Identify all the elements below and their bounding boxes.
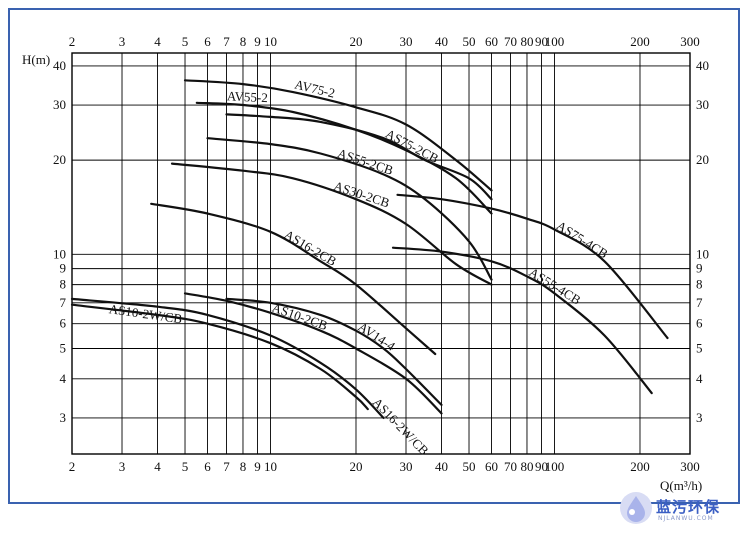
x-tick-label-bottom: 200 [630, 459, 650, 474]
x-tick-label-bottom: 50 [463, 459, 476, 474]
y-tick-label-left: 4 [60, 371, 67, 386]
x-tick-label-top: 2 [69, 34, 76, 49]
series-label: AS30-2CB [332, 178, 392, 211]
y-tick-label-left: 20 [53, 152, 66, 167]
series-label: AS10-2CB [270, 300, 330, 334]
y-tick-label-right: 8 [696, 277, 703, 292]
y-tick-label-right: 10 [696, 246, 709, 261]
x-tick-label-bottom: 60 [485, 459, 498, 474]
x-tick-label-bottom: 20 [349, 459, 362, 474]
x-tick-label-bottom: 10 [264, 459, 277, 474]
curve-as10-2w-cb [70, 303, 369, 411]
x-tick-label-top: 7 [223, 34, 230, 49]
x-tick-label-bottom: 40 [435, 459, 448, 474]
series-label: AS75-4CB [554, 218, 611, 262]
series-label: AS55-4CB [526, 264, 583, 307]
x-tick-label-top: 200 [630, 34, 650, 49]
y-tick-label-left: 9 [60, 261, 67, 276]
series-label: AS16-2W/CB [370, 395, 432, 459]
x-tick-label-top: 3 [119, 34, 126, 49]
x-tick-label-top: 80 [520, 34, 533, 49]
x-tick-label-top: 8 [240, 34, 247, 49]
x-tick-label-bottom: 90 [535, 459, 548, 474]
x-tick-label-bottom: 6 [204, 459, 211, 474]
y-tick-label-right: 30 [696, 97, 709, 112]
y-tick-label-left: 8 [60, 277, 67, 292]
curve-as55-2cb [206, 137, 493, 281]
y-tick-label-left: 7 [60, 295, 67, 310]
y-axis-title: H(m) [22, 52, 51, 67]
y-tick-label-right: 9 [696, 261, 703, 276]
x-tick-label-top: 60 [485, 34, 498, 49]
x-tick-label-top: 90 [535, 34, 548, 49]
chart-frame [8, 8, 740, 504]
y-tick-label-left: 3 [60, 410, 67, 425]
x-tick-label-bottom: 3 [119, 459, 126, 474]
x-tick-label-top: 6 [204, 34, 211, 49]
y-tick-label-left: 6 [60, 316, 67, 331]
y-tick-label-right: 20 [696, 152, 709, 167]
curve-as10-2cb [183, 292, 443, 415]
curve-as55-4cb [391, 246, 653, 395]
series-label: AV55-2 [227, 88, 269, 105]
x-tick-label-top: 5 [182, 34, 189, 49]
x-tick-label-top: 100 [545, 34, 565, 49]
series-label: AS16-2CB [282, 227, 340, 269]
watermark-url: NJLANWU.COM [658, 515, 714, 522]
curve-av14-4 [225, 297, 443, 406]
y-tick-label-right: 7 [696, 295, 703, 310]
x-tick-label-bottom: 70 [504, 459, 517, 474]
x-tick-label-bottom: 8 [240, 459, 247, 474]
x-tick-label-bottom: 300 [680, 459, 700, 474]
y-tick-label-left: 40 [53, 58, 66, 73]
curve-as16-2cb [150, 202, 437, 356]
x-tick-label-bottom: 100 [545, 459, 565, 474]
x-tick-label-bottom: 4 [154, 459, 161, 474]
x-tick-label-top: 300 [680, 34, 700, 49]
curve-av75-2 [183, 79, 493, 192]
y-tick-label-left: 5 [60, 340, 67, 355]
y-tick-label-right: 5 [696, 340, 703, 355]
x-tick-label-top: 50 [463, 34, 476, 49]
x-tick-label-top: 10 [264, 34, 277, 49]
x-tick-label-top: 4 [154, 34, 161, 49]
y-tick-label-right: 3 [696, 410, 703, 425]
curve-as16-2w-cb [70, 297, 385, 419]
watermark-brand: 蓝污环保 [656, 498, 721, 516]
x-tick-label-top: 70 [504, 34, 517, 49]
curve-as75-2cb [225, 113, 493, 201]
x-tick-label-top: 9 [254, 34, 261, 49]
x-tick-label-top: 40 [435, 34, 448, 49]
x-tick-label-bottom: 80 [520, 459, 533, 474]
x-tick-label-bottom: 7 [223, 459, 230, 474]
watermark-logo: 蓝污环保 NJLANWU.COM [612, 488, 738, 528]
x-tick-label-bottom: 30 [400, 459, 413, 474]
y-tick-label-right: 4 [696, 371, 703, 386]
drop-logo-icon [620, 492, 652, 524]
x-axis-title: Q(m³/h) [660, 478, 703, 493]
curve-as30-2cb [170, 162, 493, 286]
x-tick-label-top: 30 [400, 34, 413, 49]
x-tick-label-bottom: 2 [69, 459, 76, 474]
x-tick-label-bottom: 5 [182, 459, 189, 474]
y-tick-label-left: 10 [53, 246, 66, 261]
y-tick-label-right: 40 [696, 58, 709, 73]
x-tick-label-top: 20 [349, 34, 362, 49]
series-label: AS55-2CB [336, 145, 396, 178]
x-tick-label-bottom: 9 [254, 459, 261, 474]
y-tick-label-left: 30 [53, 97, 66, 112]
y-tick-label-right: 6 [696, 316, 703, 331]
curve-as75-4cb [396, 193, 669, 340]
